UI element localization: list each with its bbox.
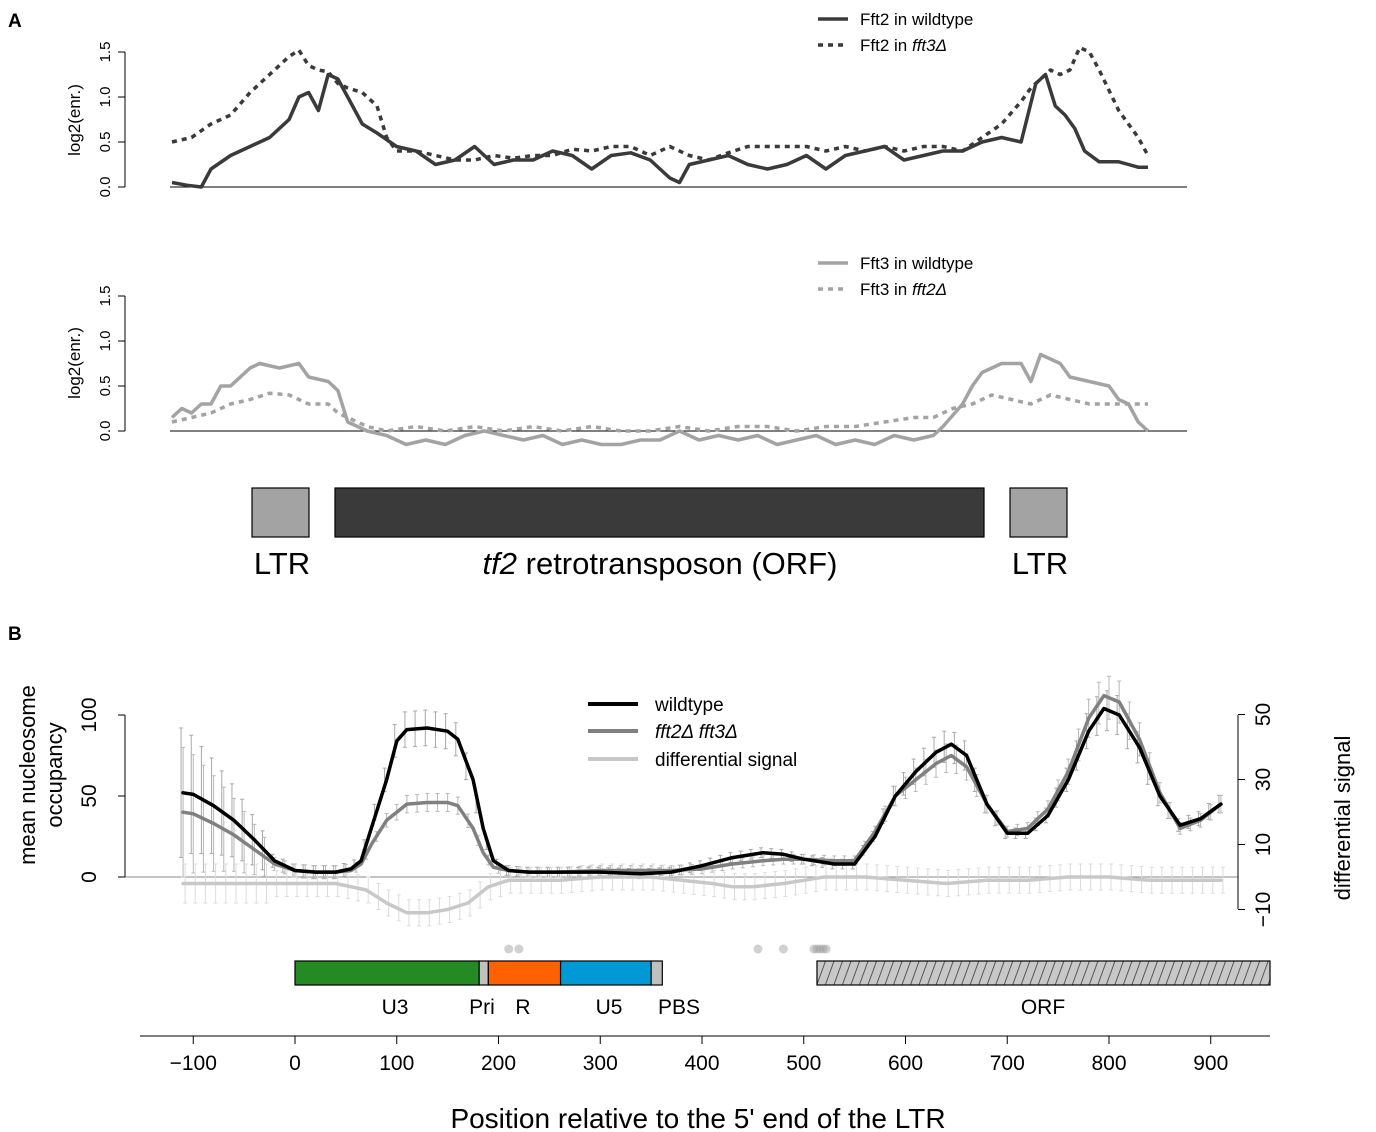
ltr-left-label: LTR (254, 546, 310, 581)
legend-label: differential signal (655, 750, 797, 771)
ltr-right-label: LTR (1012, 546, 1068, 581)
legend: Fft3 in wildtype Fft3 in fft2Δ (818, 254, 973, 299)
legend: Fft2 in wildtype Fft2 in fft3Δ (818, 10, 973, 55)
y-tick-label: 0.5 (97, 132, 114, 153)
segment-label: R (515, 996, 530, 1019)
ltr-right-box (1009, 487, 1068, 538)
x-tick-label: 400 (684, 1052, 719, 1075)
orf-label-italic: tf2 (483, 546, 517, 581)
orf-label-rest: retrotransposon (ORF) (517, 546, 837, 581)
right-y-tick-label: 30 (1252, 768, 1275, 791)
x-tick-label: 200 (481, 1052, 516, 1075)
panel-b-chart: 0 50 100 −10 10 30 50 mean nucleosome occupan… (15, 675, 1355, 1132)
orf-label: tf2 retrotransposon (ORF) (483, 546, 838, 581)
left-y-tick-label: 50 (78, 784, 101, 807)
right-y-axis-ticks: −10 10 30 50 (1238, 703, 1275, 927)
ltr-segment-u5 (559, 960, 652, 986)
series-line-solid (170, 352, 1150, 447)
site-dot (514, 944, 524, 954)
x-tick-label: 900 (1193, 1052, 1228, 1075)
y-tick-label: 1.5 (97, 42, 114, 63)
legend-label: wildtype (654, 695, 724, 716)
orf-box (334, 487, 985, 538)
y-tick-label: 1.5 (97, 286, 114, 307)
y-tick-label: 1.0 (97, 87, 114, 108)
right-y-axis-label: differential signal (1330, 736, 1355, 901)
site-dot (778, 944, 788, 954)
y-tick-label: 0.5 (97, 376, 114, 397)
right-y-tick-label: −10 (1252, 892, 1275, 928)
site-dot (815, 944, 825, 954)
legend-label-plain: Fft2 in (860, 36, 912, 55)
x-tick-label: 600 (888, 1052, 923, 1075)
legend-label-plain: Fft3 in (860, 280, 912, 299)
series-line-solid (171, 72, 1148, 189)
left-y-axis-label-line1: mean nucleosome (15, 685, 40, 865)
series-line (181, 875, 1223, 915)
x-tick-label: −100 (170, 1052, 217, 1075)
series-group (171, 45, 1150, 189)
y-axis-label: log2(enr.) (65, 84, 84, 156)
left-y-axis-ticks: 0 50 100 (78, 697, 125, 883)
left-y-tick-label: 0 (78, 871, 101, 883)
y-axis-ticks: 0.0 0.5 1.0 1.5 (97, 42, 125, 198)
ltr-annotation-track: U3 Pri R U5 PBS ORF (294, 944, 1271, 1019)
x-tick-label: 500 (786, 1052, 821, 1075)
site-dot (821, 944, 831, 954)
ltr-segment-pbs (650, 960, 663, 986)
x-tick-label: 700 (990, 1052, 1025, 1075)
legend-label-italic: fft2Δ (912, 280, 947, 299)
legend-label: Fft3 in wildtype (860, 254, 973, 273)
x-tick-label: 0 (289, 1052, 301, 1075)
ltr-left-box (251, 487, 310, 538)
series-group (170, 352, 1150, 447)
y-tick-label: 0.0 (97, 421, 114, 442)
ltr-segment-u3 (294, 960, 480, 986)
right-y-tick-label: 10 (1252, 833, 1275, 856)
y-tick-label: 1.0 (97, 331, 114, 352)
y-axis-ticks: 0.0 0.5 1.0 1.5 (97, 286, 125, 442)
orf-label: ORF (1021, 996, 1065, 1019)
left-y-tick-label: 100 (78, 697, 101, 732)
left-y-axis-label-line2: occupancy (42, 722, 67, 827)
panel-a-bottom-chart: 0.0 0.5 1.0 1.5 log2(enr.) Fft3 in wildtype… (65, 254, 1187, 447)
legend-label-italic: fft3Δ (912, 36, 947, 55)
y-axis-label: log2(enr.) (65, 327, 84, 399)
x-axis-ticks: −100 0 100 200 300 400 500 600 700 800 900 (170, 1036, 1228, 1075)
ltr-segment-r (487, 960, 562, 986)
segment-label: Pri (469, 996, 495, 1019)
site-dot (809, 944, 819, 954)
legend-label: Fft3 in fft2Δ (860, 280, 947, 299)
legend-label: fft2Δ fft3Δ (655, 722, 738, 743)
series-line-dashed (171, 45, 1150, 162)
site-dot (812, 944, 822, 954)
right-y-tick-label: 50 (1252, 703, 1275, 726)
segment-label: U5 (596, 996, 623, 1019)
segment-label: U3 (382, 996, 409, 1019)
legend: wildtype fft2Δ fft3Δ differential signal (588, 695, 797, 771)
x-tick-label: 300 (583, 1052, 618, 1075)
y-tick-label: 0.0 (97, 177, 114, 198)
site-dot (753, 944, 763, 954)
ltr-segment-pri (478, 960, 489, 986)
legend-label: Fft2 in wildtype (860, 10, 973, 29)
series-line (181, 706, 1223, 876)
x-axis-label: Position relative to the 5' end of the L… (450, 1103, 945, 1132)
legend-label: Fft2 in fft3Δ (860, 36, 947, 55)
panel-b-label: B (8, 624, 22, 645)
orf-hatched-box (816, 960, 1271, 986)
series-group (181, 693, 1223, 915)
tf2-element-map: LTR tf2 retrotransposon (ORF) LTR (251, 487, 1068, 581)
x-tick-label: 800 (1091, 1052, 1126, 1075)
x-tick-label: 100 (379, 1052, 414, 1075)
segment-label: PBS (658, 996, 700, 1019)
site-dot (504, 944, 514, 954)
panel-a-label: A (8, 11, 22, 32)
series-line-dashed (171, 391, 1148, 433)
panel-a-top-chart: 0.0 0.5 1.0 1.5 log2(enr.) Fft2 in wildtype… (65, 10, 1187, 197)
site-dot (818, 944, 828, 954)
